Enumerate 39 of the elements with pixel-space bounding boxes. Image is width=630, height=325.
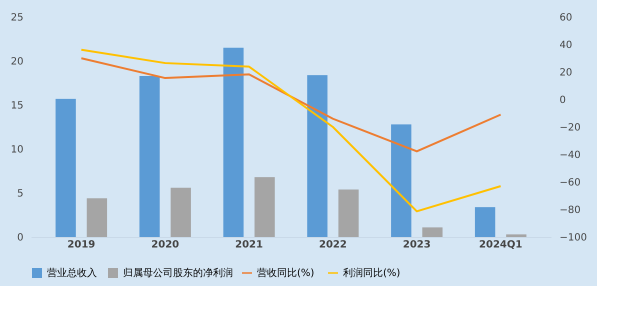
y2-tick-label: −100 [560, 232, 587, 244]
bar [139, 76, 160, 237]
y2-tick-label: −80 [560, 205, 581, 216]
y2-tick-label: 20 [560, 68, 572, 78]
line-series [80, 57, 502, 152]
bar [474, 207, 496, 237]
bar [391, 124, 412, 237]
x-tick-label: 2021 [235, 240, 264, 250]
x-tick-label: 2019 [67, 240, 96, 250]
y2-tick-label: −20 [560, 122, 581, 134]
y-tick-label: 10 [10, 144, 24, 156]
legend-label: 营收同比(%) [257, 267, 314, 279]
bar [506, 234, 526, 237]
y2-tick-label: −40 [560, 150, 581, 161]
bar [223, 48, 244, 237]
y-tick-label: 25 [10, 12, 24, 24]
bar [338, 189, 359, 237]
bar [254, 177, 275, 237]
bar [56, 98, 76, 237]
bar [422, 227, 443, 237]
y-tick-label: 5 [17, 188, 24, 200]
bar [86, 198, 108, 237]
y2-tick-label: 40 [560, 40, 572, 51]
x-tick-label: 2024Q1 [479, 240, 522, 250]
x-tick-label: 2020 [151, 240, 180, 250]
bar [307, 75, 328, 237]
legend-label: 归属母公司股东的净利润 [123, 267, 233, 279]
y2-tick-label: 60 [560, 12, 572, 24]
y-tick-label: 15 [10, 100, 24, 112]
x-tick-label: 2023 [402, 240, 431, 250]
legend-label: 营业总收入 [47, 267, 97, 279]
y-tick-label: 20 [10, 56, 24, 68]
line-series [80, 48, 502, 212]
y-tick-label: 0 [17, 232, 24, 244]
y2-tick-label: −60 [560, 178, 581, 188]
y2-tick-label: 0 [560, 95, 566, 106]
legend-label: 利润同比(%) [343, 267, 400, 279]
bar [170, 188, 191, 237]
x-tick-label: 2022 [319, 240, 347, 250]
